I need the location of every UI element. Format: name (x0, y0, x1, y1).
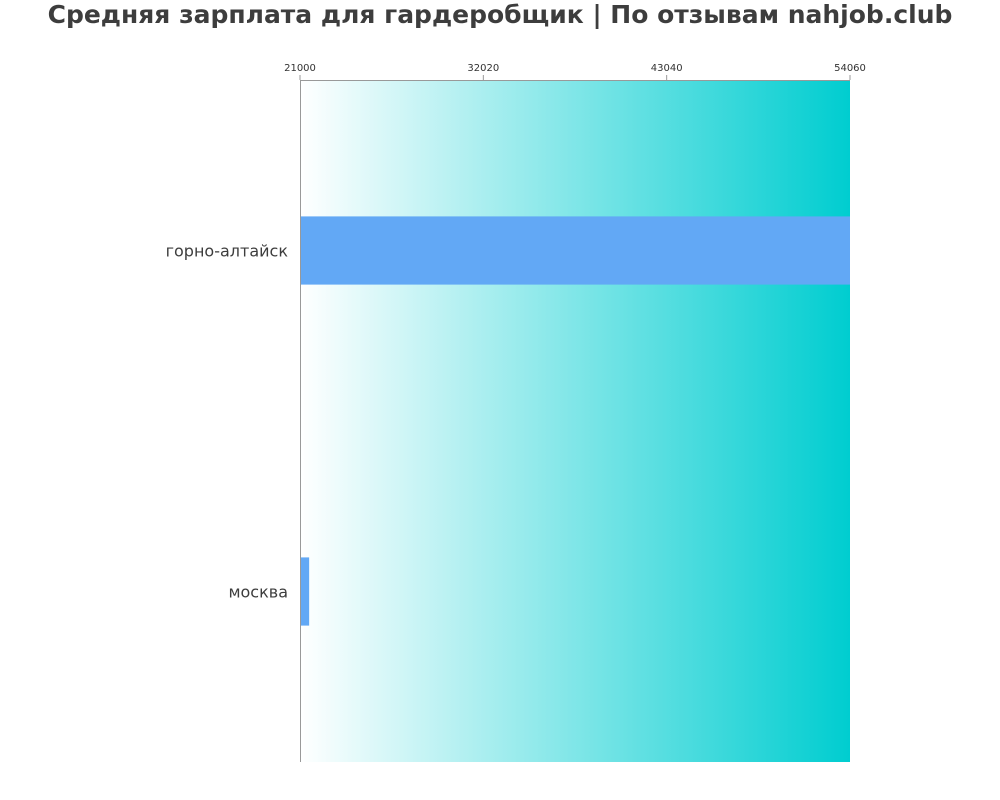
x-tick-label: 21000 (284, 63, 316, 74)
plot-background (300, 80, 850, 762)
chart-title: Средняя зарплата для гардеробщик | По от… (48, 0, 953, 29)
x-tick-label: 43040 (651, 63, 683, 74)
bar-0 (300, 216, 850, 285)
x-tick-label: 54060 (834, 63, 866, 74)
category-label: москва (228, 583, 288, 602)
category-label: горно-алтайск (166, 242, 289, 261)
bar-1 (300, 557, 310, 626)
x-tick-label: 32020 (467, 63, 499, 74)
bars (300, 216, 850, 626)
category-labels: горно-алтайск москва (166, 242, 289, 602)
x-axis-ticks: 21000 32020 43040 54060 (284, 63, 866, 80)
